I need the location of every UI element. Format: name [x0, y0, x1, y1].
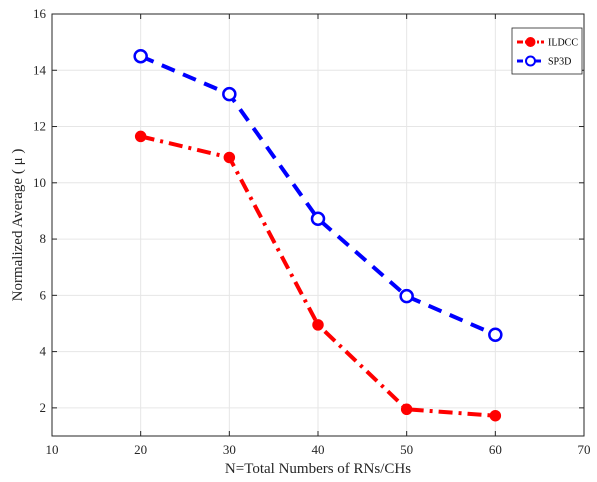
y-tick-label: 16	[33, 6, 47, 21]
data-point-ildcc	[400, 403, 413, 416]
data-point-sp3d	[488, 327, 503, 342]
x-axis-label: N=Total Numbers of RNs/CHs	[225, 461, 411, 477]
data-point-ildcc	[223, 151, 236, 164]
y-tick-label: 2	[40, 400, 47, 415]
y-tick-label: 4	[40, 344, 47, 359]
y-axis-label: Normalized Average ( μ )	[10, 149, 26, 302]
legend-label-sp3d: SP3D	[548, 57, 571, 68]
data-point-ildcc	[134, 130, 147, 143]
x-tick-label: 50	[400, 442, 413, 457]
series-group	[133, 48, 503, 422]
legend: ILDCC SP3D	[511, 27, 583, 75]
data-point-ildcc	[489, 409, 502, 422]
data-point-sp3d	[222, 86, 237, 102]
y-axis: 2 4 6 8 10 12 14 16	[33, 6, 584, 415]
legend-box	[511, 27, 583, 75]
y-tick-label: 10	[33, 175, 46, 190]
x-tick-label: 60	[489, 442, 502, 457]
data-point-ildcc	[312, 319, 324, 331]
y-tick-label: 8	[40, 231, 47, 246]
y-tick-label: 12	[33, 119, 46, 134]
x-tick-label: 20	[134, 442, 147, 457]
x-tick-label: 10	[46, 442, 59, 457]
data-point-sp3d	[133, 48, 148, 64]
series-line-sp3d	[139, 54, 497, 337]
y-tick-label: 6	[40, 287, 47, 302]
x-tick-label: 70	[578, 442, 591, 457]
legend-label-ildcc: ILDCC	[548, 38, 578, 49]
legend-marker-ildcc	[525, 37, 536, 47]
x-tick-label: 30	[223, 442, 236, 457]
x-axis: 10 20 30 40 50 60 70	[46, 14, 591, 457]
x-tick-label: 40	[312, 442, 325, 457]
y-tick-label: 14	[33, 62, 47, 77]
data-point-sp3d	[310, 211, 326, 227]
legend-marker-sp3d	[525, 55, 536, 67]
series-line-ildcc	[140, 134, 496, 418]
data-point-sp3d	[399, 288, 414, 304]
